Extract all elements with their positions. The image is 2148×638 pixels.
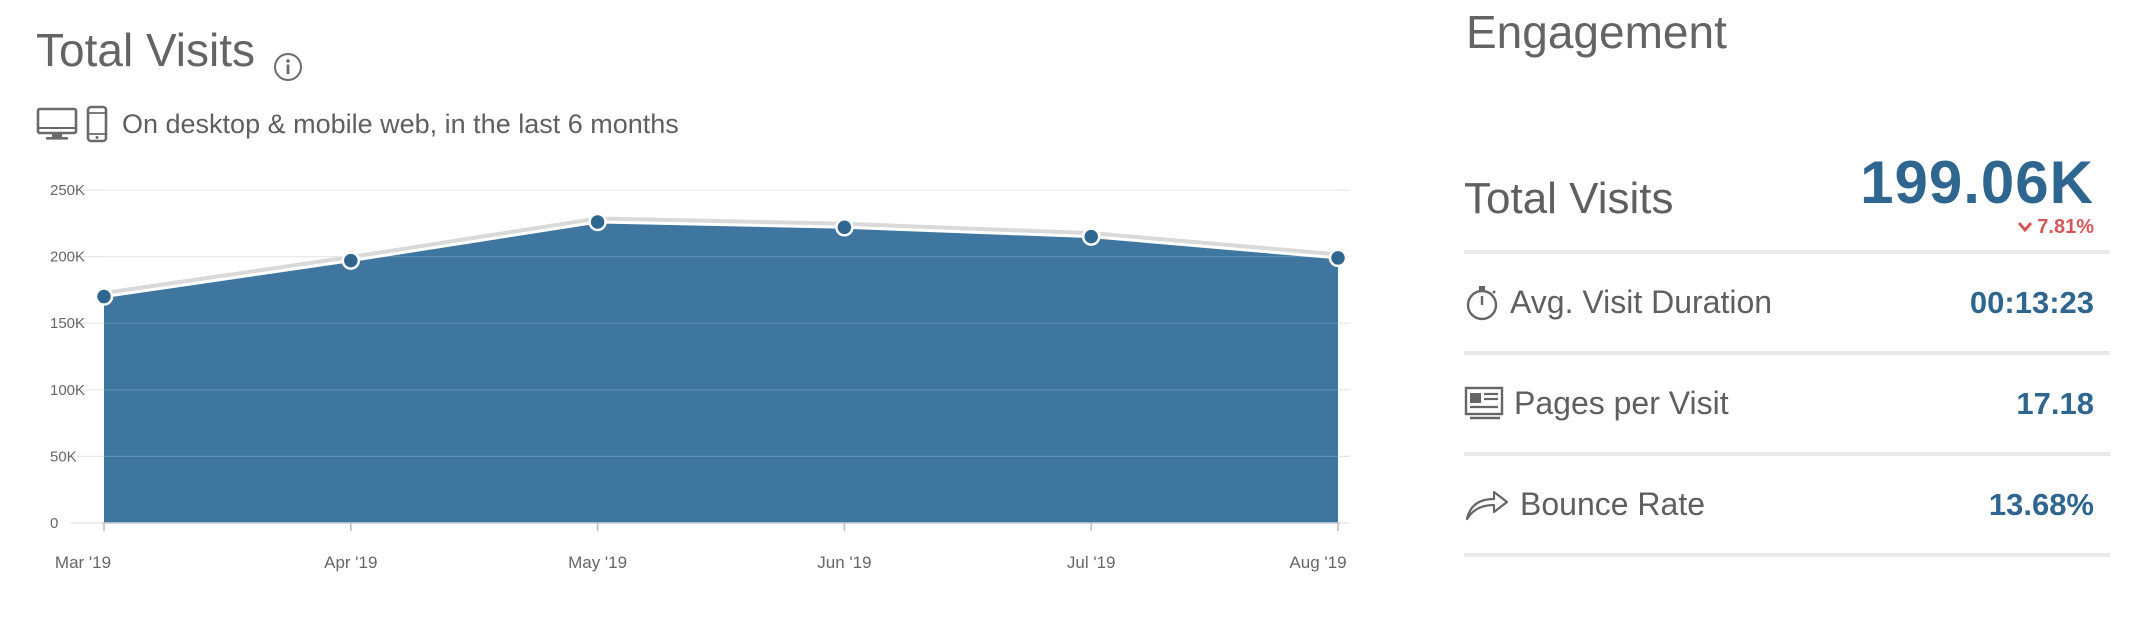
bounce-rate-value-box: 13.68% <box>1989 487 2110 523</box>
data-point <box>1081 227 1101 246</box>
y-tick-label: 100K <box>50 382 85 399</box>
data-point <box>835 218 854 237</box>
engagement-title: Engagement <box>1466 6 1727 58</box>
y-tick-label: 200K <box>50 249 85 266</box>
avg-visit-duration-value-box: 00:13:23 <box>1970 285 2110 321</box>
pages-per-visit-value-box: 17.18 <box>2016 386 2110 422</box>
x-axis-ticks: Mar '19 Apr '19 May '19 Jun '19 Jul '19 Aug '… <box>55 523 1347 572</box>
total-visits-change-text: 7.81% <box>2037 215 2094 238</box>
data-point <box>341 251 361 270</box>
bounce-rate-value: 13.68% <box>1988 486 2094 522</box>
data-point <box>94 287 114 306</box>
x-tick-label: May '19 <box>568 553 627 572</box>
series-line <box>103 220 1339 299</box>
chart-markers <box>94 212 1348 306</box>
engagement-metrics: Total Visits 199.06K 7.81% <box>1464 140 2110 557</box>
subtitle: On desktop & mobile web, in the last 6 m… <box>36 104 679 144</box>
x-tick-label: Aug '19 <box>1289 553 1346 572</box>
x-tick-label: Jul '19 <box>1067 553 1116 572</box>
device-icons <box>36 105 108 143</box>
total-visits-title-text: Total Visits <box>36 24 256 76</box>
chart-area-layer <box>102 189 1340 524</box>
metric-row-pages-per-visit: Pages per Visit 17.18 <box>1464 355 2110 456</box>
x-tick-label: Apr '19 <box>324 553 377 572</box>
y-tick-label: 50K <box>50 448 77 465</box>
total-visits-label: Total Visits <box>1464 174 1674 223</box>
avg-visit-duration-label-wrap: Avg. Visit Duration <box>1464 284 1772 322</box>
metric-row-bounce-rate: Bounce Rate 13.68% <box>1464 456 2110 557</box>
data-point <box>1328 248 1348 268</box>
x-tick-label: Mar '19 <box>55 553 111 572</box>
total-visits-chart: 0 50K 100K 150K 200K 250K Mar '19 Apr '19 May '… <box>0 168 1380 608</box>
x-tick-label: Jun '19 <box>817 553 871 572</box>
pages-per-visit-label-wrap: Pages per Visit <box>1464 385 1729 422</box>
pages-icon <box>1464 386 1514 422</box>
area-fill <box>104 221 1338 523</box>
avg-visit-duration-label: Avg. Visit Duration <box>1510 284 1773 320</box>
subtitle-text: On desktop & mobile web, in the last 6 m… <box>122 108 679 139</box>
pages-per-visit-value: 17.18 <box>2016 385 2094 421</box>
mobile-icon <box>86 105 108 143</box>
avg-visit-duration-value: 00:13:23 <box>1969 284 2094 320</box>
chart-svg: 0 50K 100K 150K 200K 250K Mar '19 Apr '19 May '… <box>50 182 1350 572</box>
desktop-icon <box>36 107 78 141</box>
data-point <box>588 212 607 232</box>
info-circle-icon[interactable] <box>273 38 303 81</box>
total-visits-change: 7.81% <box>1860 216 2094 239</box>
total-visits-title: Total Visits <box>36 22 303 81</box>
stopwatch-icon <box>1464 284 1510 322</box>
y-tick-label: 0 <box>50 515 58 532</box>
bounce-rate-label: Bounce Rate <box>1520 486 1706 522</box>
y-axis-ticks: 0 50K 100K 150K 200K 250K <box>50 182 85 532</box>
chevron-down-icon <box>2018 222 2033 233</box>
pages-per-visit-label: Pages per Visit <box>1514 385 1729 421</box>
bounce-arrow-icon <box>1464 487 1520 523</box>
bounce-rate-label-wrap: Bounce Rate <box>1464 486 1705 523</box>
series-line-shadow <box>103 216 1339 297</box>
total-visits-value: 199.06K <box>1860 148 2094 216</box>
metric-row-total-visits: Total Visits 199.06K 7.81% <box>1464 140 2110 254</box>
y-tick-label: 150K <box>50 315 85 332</box>
y-tick-label: 250K <box>50 182 85 199</box>
total-visits-value-box: 199.06K 7.81% <box>1860 148 2110 239</box>
metric-row-avg-visit-duration: Avg. Visit Duration 00:13:23 <box>1464 254 2110 355</box>
